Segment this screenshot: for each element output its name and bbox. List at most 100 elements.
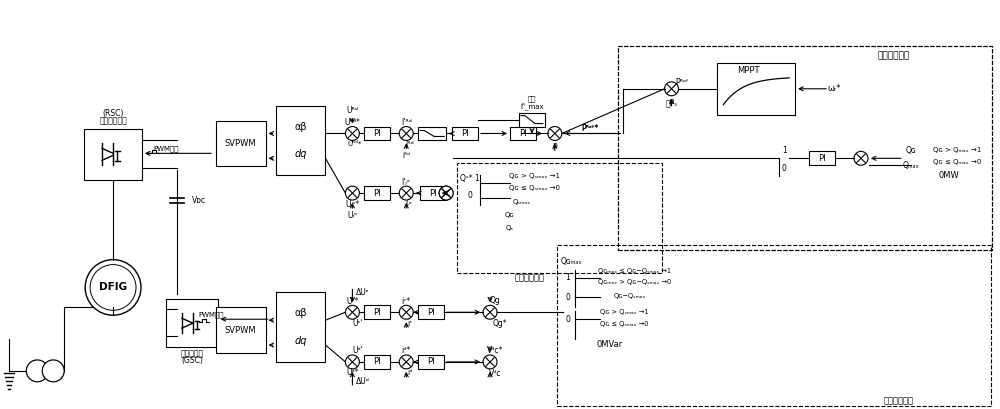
Text: Qɢ: Qɢ	[905, 146, 916, 155]
Circle shape	[345, 305, 359, 319]
Text: Qɢ > Qₘₐₓ →1: Qɢ > Qₘₐₓ →1	[933, 147, 981, 153]
Bar	[276, 106, 325, 175]
Text: Pᴿᵉᶠ: Pᴿᵉᶠ	[675, 79, 688, 88]
Bar	[618, 46, 992, 249]
Circle shape	[854, 151, 868, 165]
Text: PI: PI	[374, 357, 381, 366]
Text: Qɢ−Qₛₘₐₓ: Qɢ−Qₛₘₐₓ	[613, 293, 646, 299]
Text: Qɢₘₐₓ: Qɢₘₐₓ	[561, 257, 583, 266]
Text: 锁Pₛ: 锁Pₛ	[665, 98, 678, 107]
Bar	[717, 63, 795, 115]
Text: 转子侧变流器: 转子侧变流器	[99, 116, 127, 125]
Text: iᵈ: iᵈ	[408, 369, 413, 378]
Text: Pᴿᵉᶠ*: Pᴿᵉᶠ*	[581, 124, 598, 133]
Text: Qɢ > Qₛₘₐₓ →1: Qɢ > Qₛₘₐₓ →1	[600, 309, 649, 315]
Bar	[216, 307, 266, 353]
Text: iᵄ: iᵄ	[408, 319, 413, 328]
Text: ωᵣ*: ωᵣ*	[827, 84, 841, 93]
Text: PI: PI	[519, 129, 527, 138]
Text: PI: PI	[374, 129, 381, 138]
Text: Qɢₘₐₓ ≤ Qɢ−Qₛₘₐₓ →1: Qɢₘₐₓ ≤ Qɢ−Qₛₘₐₓ →1	[598, 267, 671, 274]
Text: PI: PI	[818, 154, 826, 163]
Text: PI: PI	[461, 129, 469, 138]
Text: (GSC): (GSC)	[181, 356, 203, 365]
Text: iᵈ*: iᵈ*	[402, 346, 411, 355]
Text: ΔUᵈ: ΔUᵈ	[355, 377, 369, 386]
Bar	[420, 186, 446, 200]
Circle shape	[399, 186, 413, 200]
Text: 0: 0	[468, 191, 473, 200]
Text: I'ᵣᵄ: I'ᵣᵄ	[402, 178, 411, 187]
Circle shape	[399, 126, 413, 140]
Circle shape	[26, 360, 48, 382]
Text: Uᵣᵄ*: Uᵣᵄ*	[345, 200, 360, 209]
Bar	[84, 128, 142, 180]
Text: 1: 1	[565, 273, 570, 282]
Bar	[364, 186, 390, 200]
Text: Uᴿᵈ*: Uᴿᵈ*	[347, 142, 362, 147]
Circle shape	[483, 305, 497, 319]
Text: 有功附加控制: 有功附加控制	[878, 52, 910, 61]
Text: PWM信号: PWM信号	[198, 311, 224, 317]
Circle shape	[439, 186, 453, 200]
Text: Uᵈ*: Uᵈ*	[346, 369, 359, 378]
Text: I'ᴿᵈ: I'ᴿᵈ	[401, 118, 412, 127]
Text: Qɢₘₐₓ > Qɢ−Qₛₘₐₓ →0: Qɢₘₐₓ > Qɢ−Qₛₘₐₓ →0	[598, 279, 671, 285]
Text: PI: PI	[427, 357, 435, 366]
Circle shape	[345, 126, 359, 140]
Text: Qₛₘₐₓ: Qₛₘₐₓ	[513, 199, 531, 205]
Bar	[809, 151, 835, 165]
Text: Uᵄ*: Uᵄ*	[346, 297, 359, 306]
Bar	[364, 126, 390, 140]
Text: Vᵈᴄ*: Vᵈᴄ*	[487, 346, 503, 355]
Text: 0MW: 0MW	[938, 171, 959, 180]
Text: MPPT: MPPT	[737, 66, 760, 75]
Circle shape	[399, 355, 413, 369]
Circle shape	[665, 82, 679, 96]
Text: (RSC): (RSC)	[102, 109, 124, 118]
Text: Iᴿ_max: Iᴿ_max	[520, 102, 544, 110]
Text: 0: 0	[782, 164, 787, 173]
Bar	[618, 46, 992, 249]
Text: dq: dq	[294, 336, 307, 346]
Circle shape	[548, 126, 562, 140]
Text: Qˢ* 1: Qˢ* 1	[460, 174, 480, 183]
Text: 使能: 使能	[528, 95, 536, 102]
Text: PWM信号: PWM信号	[153, 145, 179, 152]
Circle shape	[345, 355, 359, 369]
Bar	[276, 292, 325, 362]
Text: 网侧变流器: 网侧变流器	[180, 349, 203, 358]
Bar	[510, 126, 536, 140]
Text: Pᴿᵉᶠ*: Pᴿᵉᶠ*	[581, 124, 598, 133]
Text: SVPWM: SVPWM	[225, 139, 257, 148]
Bar	[418, 355, 444, 369]
Text: Iᴿᵈ: Iᴿᵈ	[402, 153, 410, 160]
Bar	[519, 112, 545, 126]
Text: iᵄ*: iᵄ*	[402, 297, 411, 306]
Circle shape	[483, 355, 497, 369]
Bar	[418, 305, 444, 319]
Text: P: P	[553, 143, 557, 152]
Text: αβ: αβ	[294, 121, 307, 132]
Circle shape	[345, 186, 359, 200]
Text: Qg*: Qg*	[493, 319, 507, 328]
Text: ΔUᵄ: ΔUᵄ	[356, 288, 369, 297]
Text: Uᴿᵈ*: Uᴿᵈ*	[344, 118, 360, 127]
Text: 0MVar: 0MVar	[597, 339, 623, 348]
Bar	[457, 163, 662, 272]
Text: Qɢ > Qₛₘₐₓ →1: Qɢ > Qₛₘₐₓ →1	[509, 173, 560, 179]
Text: Qg: Qg	[490, 296, 500, 305]
Text: Qɢ ≤ Qₛₘₐₓ →0: Qɢ ≤ Qₛₘₐₓ →0	[509, 185, 560, 191]
Text: PI: PI	[427, 308, 435, 317]
Text: 1: 1	[782, 146, 787, 155]
Text: Vᵈᴄ: Vᵈᴄ	[489, 369, 501, 378]
Text: PI: PI	[429, 189, 437, 198]
Text: SVPWM: SVPWM	[225, 326, 257, 335]
Bar	[452, 126, 478, 140]
Text: Uᵄ': Uᵄ'	[352, 319, 363, 328]
Text: Iᴿᵈ: Iᴿᵈ	[405, 140, 414, 149]
Bar	[166, 299, 218, 347]
Text: DFIG: DFIG	[99, 283, 127, 292]
Text: Iᵣᵄ: Iᵣᵄ	[406, 200, 413, 209]
Text: 定子无功控制: 定子无功控制	[515, 273, 545, 282]
